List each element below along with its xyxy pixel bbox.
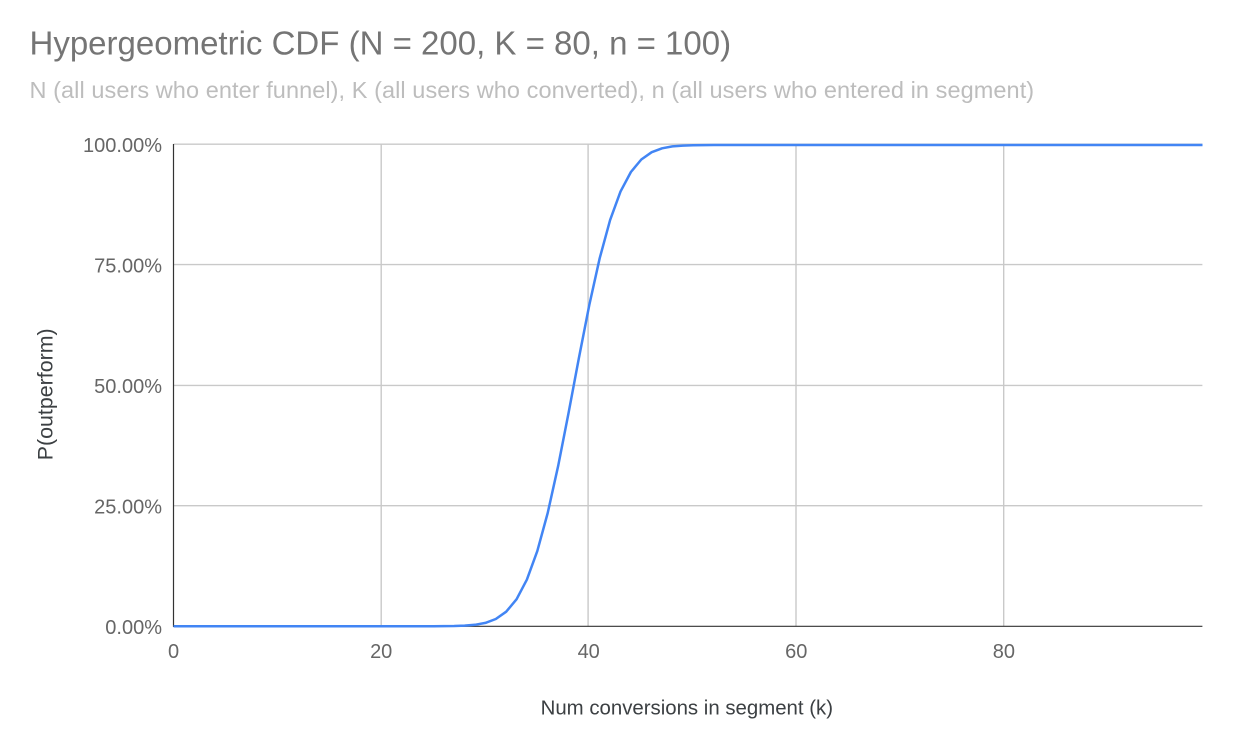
svg-text:0.00%: 0.00% <box>105 617 162 639</box>
svg-text:25.00%: 25.00% <box>94 496 162 518</box>
svg-text:50.00%: 50.00% <box>94 376 162 398</box>
svg-text:75.00%: 75.00% <box>94 255 162 277</box>
svg-text:N (all users who enter funnel): N (all users who enter funnel), K (all u… <box>30 77 1035 103</box>
svg-text:0: 0 <box>168 641 179 663</box>
svg-text:20: 20 <box>370 641 392 663</box>
svg-text:60: 60 <box>785 641 807 663</box>
svg-text:Num conversions in segment (k): Num conversions in segment (k) <box>541 698 833 720</box>
svg-text:80: 80 <box>993 641 1015 663</box>
svg-text:P(outperform): P(outperform) <box>34 328 58 460</box>
svg-text:40: 40 <box>578 641 600 663</box>
svg-text:Hypergeometric CDF (N = 200, K: Hypergeometric CDF (N = 200, K = 80, n =… <box>30 24 732 61</box>
svg-text:100.00%: 100.00% <box>83 135 162 157</box>
